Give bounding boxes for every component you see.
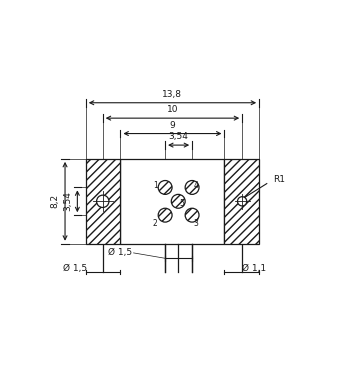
Text: 3,54: 3,54 (169, 132, 189, 141)
Text: Ø 1,1: Ø 1,1 (242, 264, 266, 273)
Circle shape (158, 180, 172, 194)
Text: Ø 1,5: Ø 1,5 (63, 264, 87, 273)
Text: 3,54: 3,54 (63, 191, 72, 211)
Text: 4: 4 (193, 181, 198, 190)
Text: 8,2: 8,2 (51, 194, 60, 208)
Text: 2: 2 (153, 219, 158, 228)
Text: 13,8: 13,8 (162, 90, 182, 99)
Bar (224, 159, 259, 244)
Text: 3: 3 (193, 219, 198, 228)
Text: 1: 1 (153, 181, 158, 190)
Text: 5: 5 (180, 199, 184, 208)
Circle shape (185, 180, 199, 194)
Circle shape (185, 208, 199, 222)
Bar (86, 159, 120, 244)
Circle shape (97, 195, 109, 207)
Circle shape (171, 194, 185, 208)
Text: Ø 1,5: Ø 1,5 (108, 248, 132, 257)
Text: 9: 9 (169, 121, 175, 130)
Circle shape (158, 208, 172, 222)
Bar (120, 159, 224, 244)
Circle shape (238, 197, 247, 206)
Text: 10: 10 (167, 105, 178, 114)
Text: R1: R1 (273, 175, 285, 184)
